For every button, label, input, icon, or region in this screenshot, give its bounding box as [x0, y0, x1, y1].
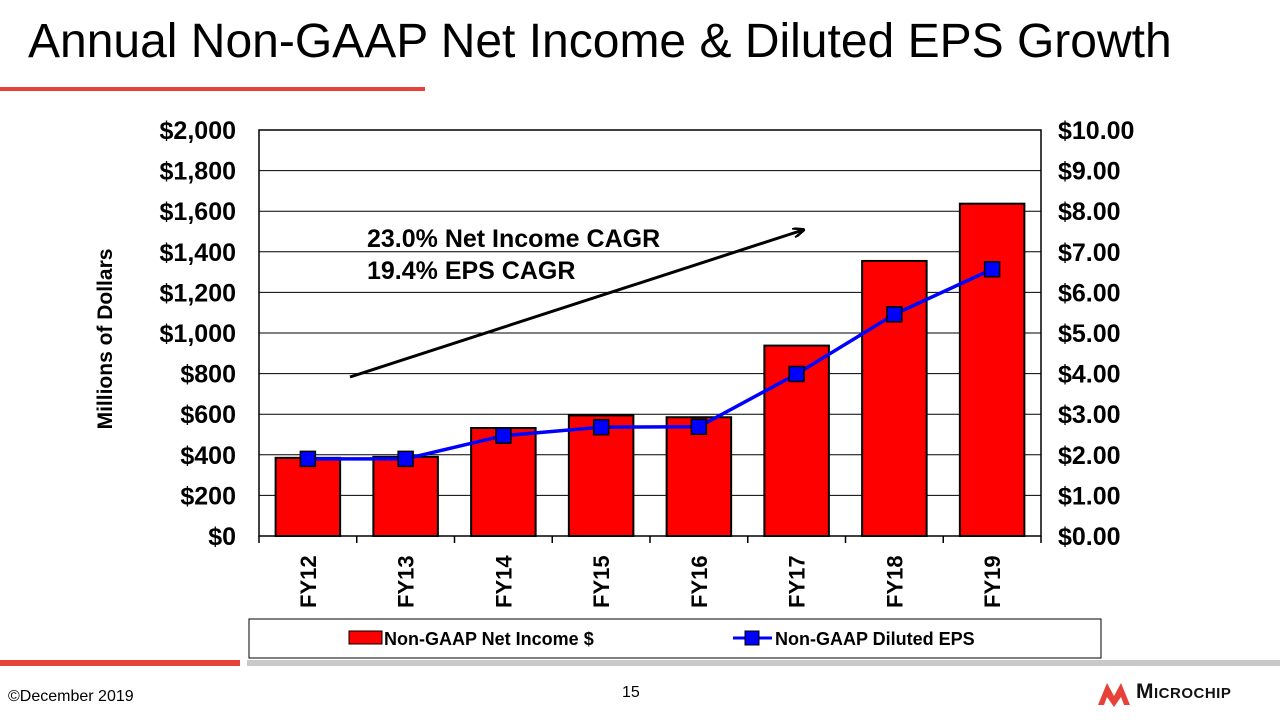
footer-accent-bar — [0, 660, 240, 666]
eps-point-fy17 — [788, 365, 805, 383]
x-tick-label: FY17 — [785, 555, 810, 608]
annotation-net-income-cagr: 23.0% Net Income CAGR — [367, 225, 660, 253]
eps-series — [299, 261, 1001, 468]
legend-swatch-net-income — [348, 630, 383, 645]
eps-point-fy18 — [886, 306, 903, 323]
plot-frame — [258, 129, 1042, 543]
bar-fy19 — [958, 202, 1026, 537]
y2-tick-label: $9.00 — [1058, 158, 1121, 186]
y-tick-label: $0 — [208, 523, 236, 551]
x-tick-label: FY16 — [687, 555, 712, 608]
bar-series — [274, 202, 1026, 537]
bar-fy13 — [372, 455, 439, 537]
bar-fy12 — [274, 456, 342, 537]
legend-box — [248, 618, 1102, 659]
y2-tick-label: $0.00 — [1058, 523, 1121, 551]
y-axis-label: Millions of Dollars — [94, 249, 117, 430]
bar-fy16 — [665, 416, 733, 537]
y-tick-label: $200 — [180, 482, 236, 510]
y-tick-label: $600 — [180, 401, 236, 429]
y-tick-label: $1,000 — [160, 320, 236, 348]
legend: Non-GAAP Net Income $ Non-GAAP Diluted E… — [248, 618, 1102, 659]
x-tick-label: FY15 — [589, 555, 614, 608]
y-tick-label: $800 — [180, 361, 236, 389]
x-tick-label: FY19 — [980, 555, 1005, 608]
right-axis-ticks: $0.00 $1.00 $2.00 $3.00 $4.00 $5.00 $6.00 $7.00… — [1058, 117, 1134, 551]
slide-title: Annual Non-GAAP Net Income & Diluted EPS… — [28, 15, 1172, 68]
y2-tick-label: $8.00 — [1058, 198, 1121, 226]
y2-tick-label: $2.00 — [1058, 442, 1121, 470]
copyright-text: ©December 2019 — [8, 688, 134, 705]
page-number: 15 — [622, 684, 640, 701]
legend-label-eps: Non-GAAP Diluted EPS — [775, 629, 975, 649]
eps-point-fy19 — [983, 261, 1001, 278]
left-axis-ticks: $0 $200 $400 $600 $800 $1,000 $1,200 $1,400 $1,6… — [160, 117, 236, 551]
legend-marker-eps — [744, 630, 760, 646]
y-tick-label: $1,600 — [160, 198, 236, 226]
eps-line — [307, 267, 993, 461]
x-tick-label: FY12 — [296, 555, 321, 608]
y-tick-label: $2,000 — [160, 117, 236, 145]
x-tick-label: FY14 — [491, 555, 516, 608]
eps-point-fy14 — [495, 427, 512, 444]
title-underline — [0, 87, 425, 91]
y-tick-label: $1,400 — [160, 239, 236, 267]
y2-tick-label: $5.00 — [1058, 320, 1121, 348]
x-tick-label: FY13 — [394, 555, 419, 608]
legend-label-net-income: Non-GAAP Net Income $ — [384, 629, 594, 649]
company-logo: Microchip — [1096, 676, 1231, 708]
cagr-annotation: 23.0% Net Income CAGR 19.4% EPS CAGR — [349, 225, 803, 379]
trend-arrow — [349, 230, 803, 379]
footer-gray-bar — [247, 660, 1280, 666]
eps-point-fy15 — [592, 418, 610, 436]
eps-point-fy16 — [690, 418, 708, 436]
y2-tick-label: $1.00 — [1058, 482, 1121, 510]
y2-tick-label: $6.00 — [1058, 279, 1121, 307]
bar-fy14 — [470, 427, 537, 537]
microchip-logo-icon — [1098, 683, 1130, 707]
x-tick-label: FY18 — [882, 555, 907, 608]
eps-point-fy12 — [299, 450, 317, 468]
y-tick-label: $1,800 — [160, 158, 236, 186]
annotation-eps-cagr: 19.4% EPS CAGR — [367, 257, 575, 285]
y2-tick-label: $10.00 — [1058, 117, 1134, 145]
y-tick-label: $1,200 — [160, 279, 236, 307]
category-labels: FY12 FY13 FY14 FY15 FY16 FY17 FY18 FY19 — [296, 555, 1005, 608]
logo-text: Microchip — [1136, 680, 1232, 703]
y2-tick-label: $4.00 — [1058, 361, 1121, 389]
y-tick-label: $400 — [180, 442, 236, 470]
eps-point-fy13 — [397, 450, 414, 468]
y2-tick-label: $3.00 — [1058, 401, 1121, 429]
y2-tick-label: $7.00 — [1058, 239, 1121, 267]
